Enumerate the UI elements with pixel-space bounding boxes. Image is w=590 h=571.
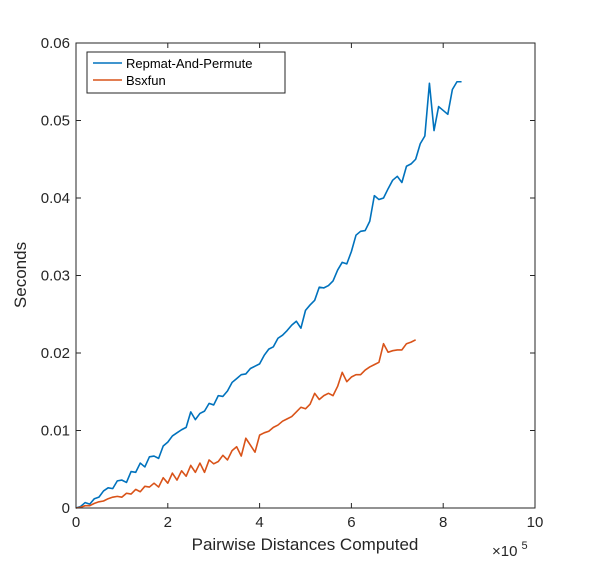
x-axis-exponent-base: ×10 [492, 543, 517, 560]
legend-entry-label: Bsxfun [126, 73, 166, 88]
legend: Repmat-And-Permute Bsxfun [86, 51, 286, 94]
axes-layer: 0 2 4 6 8 10 0 0.01 0.02 0.03 0.04 0.05 0.06 [41, 35, 544, 531]
series-line-2 [75, 339, 417, 509]
y-tick-label: 0.04 [41, 190, 70, 207]
x-tick-label: 2 [164, 514, 172, 531]
x-axis-exponent: ×10 5 [492, 540, 528, 560]
legend-box [86, 51, 286, 94]
y-tick-label: 0 [62, 500, 70, 517]
y-tick-label: 0.02 [41, 345, 70, 362]
x-tick-label: 0 [72, 514, 80, 531]
legend-entry-label: Repmat-And-Permute [126, 56, 252, 71]
x-tick-label: 6 [347, 514, 355, 531]
y-axis-label: Seconds [11, 242, 30, 308]
y-tick-label: 0.06 [41, 35, 70, 52]
x-tick-label: 10 [527, 514, 544, 531]
y-tick-label: 0.01 [41, 423, 70, 440]
plot-area [76, 43, 535, 508]
x-tick-label: 4 [255, 514, 263, 531]
x-tick-label: 8 [439, 514, 447, 531]
y-tick-label: 0.03 [41, 268, 70, 285]
y-tick-label: 0.05 [41, 113, 70, 130]
x-axis-exponent-power: 5 [521, 540, 527, 552]
x-axis-label: Pairwise Distances Computed [192, 535, 419, 554]
series-layer [75, 80, 462, 509]
plot-background [76, 43, 535, 508]
series-line-1 [75, 80, 462, 509]
